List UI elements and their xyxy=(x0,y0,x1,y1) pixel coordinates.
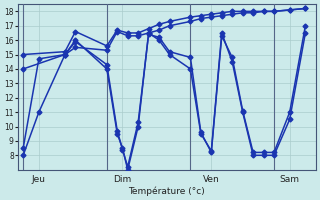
X-axis label: Température (°c): Température (°c) xyxy=(129,186,205,196)
